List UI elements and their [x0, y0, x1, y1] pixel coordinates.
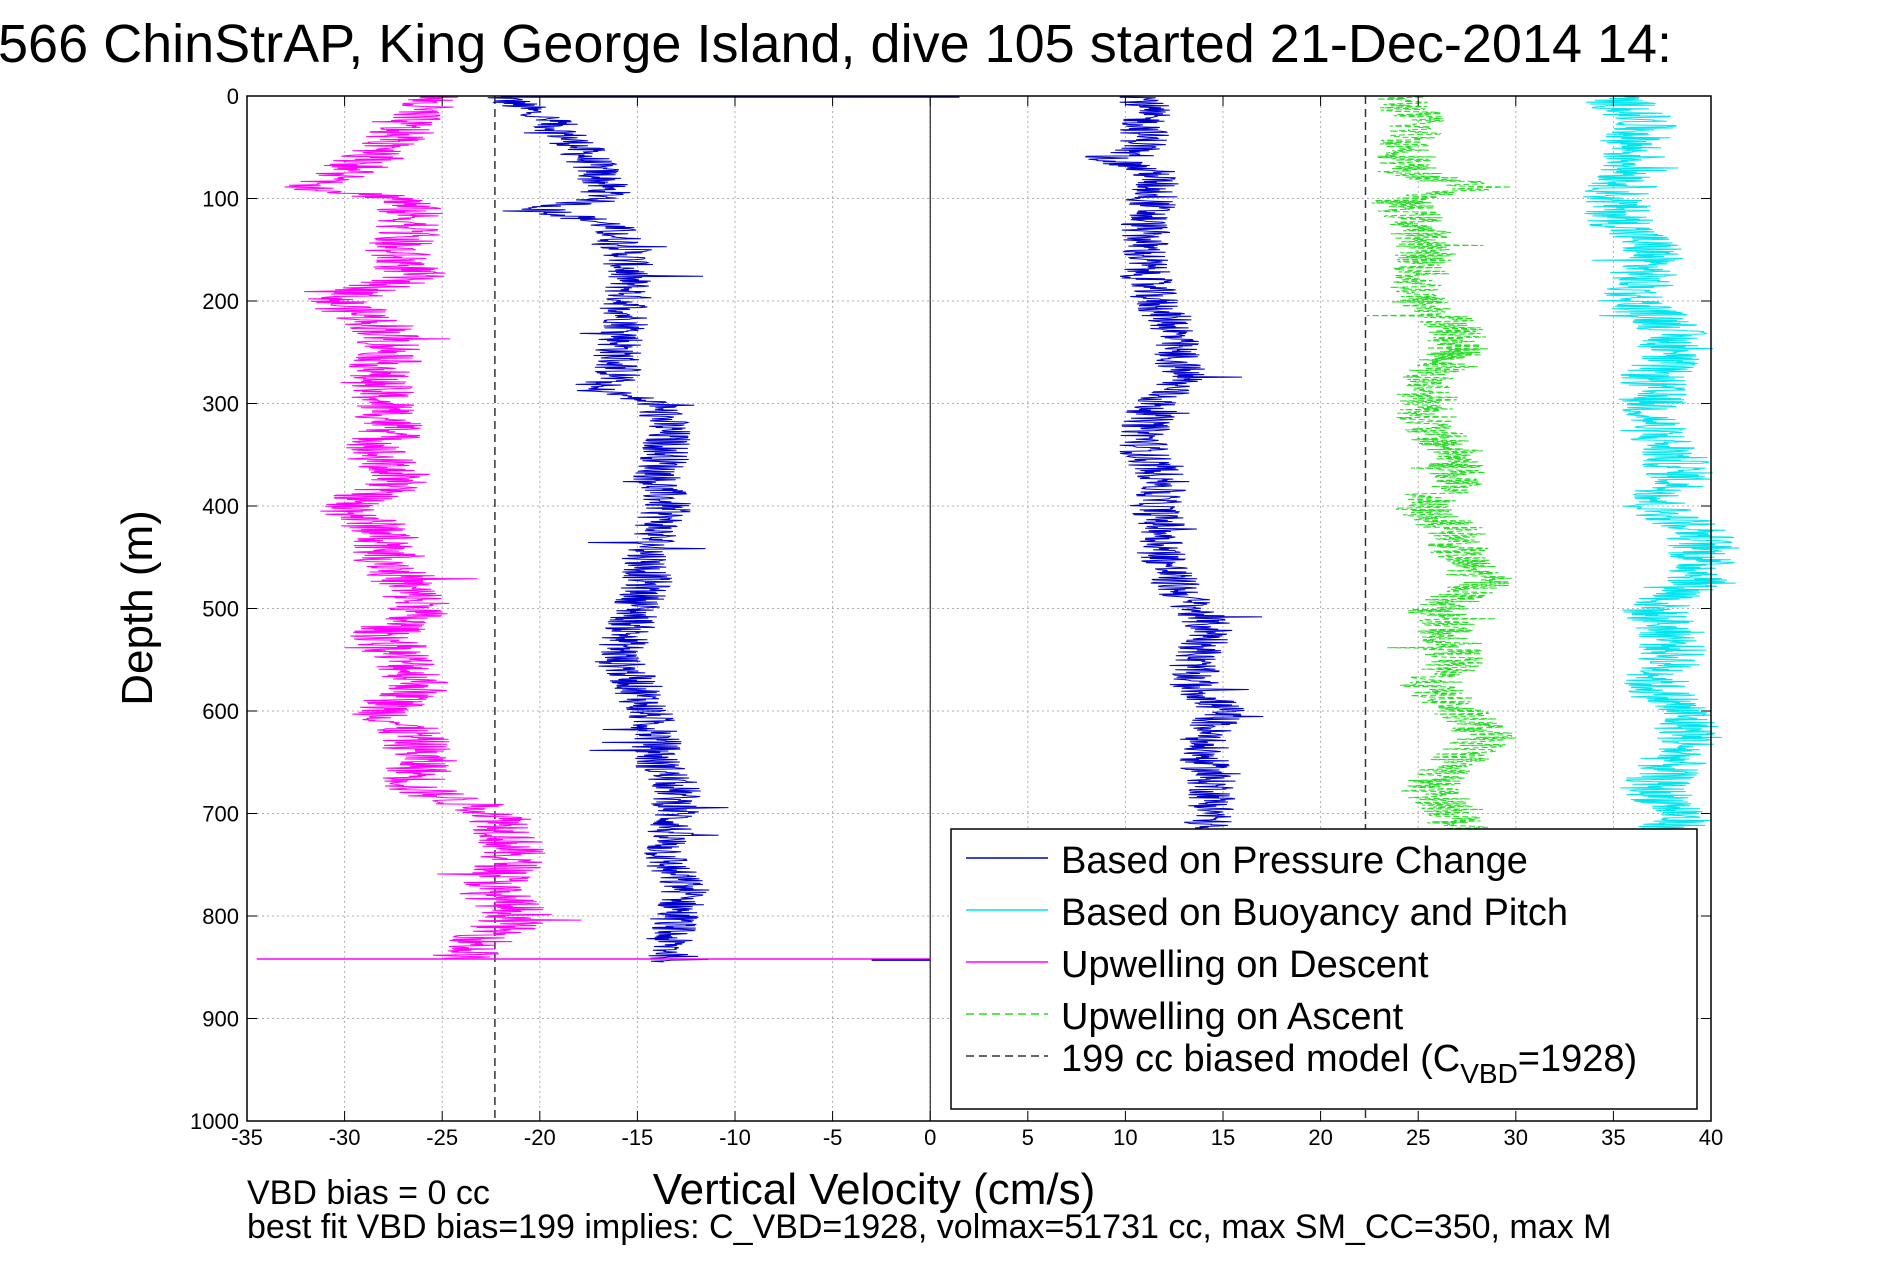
y-tick-label: 100 — [202, 187, 239, 212]
y-tick-label: 500 — [202, 597, 239, 622]
x-tick-label: 20 — [1308, 1125, 1332, 1150]
x-axis-ticks: -35 -30 -25 -20 -15 -10 -5 0 5 10 15 20 25 30 35 40 — [231, 96, 1723, 1150]
y-tick-label: 1000 — [190, 1109, 239, 1134]
series-line-1 — [487, 95, 729, 963]
x-tick-label: 30 — [1504, 1125, 1528, 1150]
x-tick-label: -20 — [524, 1125, 556, 1150]
x-tick-label: -15 — [622, 1125, 654, 1150]
legend-label: Based on Pressure Change — [1061, 840, 1528, 882]
x-tick-label: -10 — [719, 1125, 751, 1150]
y-tick-label: 0 — [227, 84, 239, 109]
x-tick-label: 40 — [1699, 1125, 1723, 1150]
series-layer — [284, 95, 1740, 963]
footer-best-fit: best fit VBD bias=199 implies: C_VBD=192… — [247, 1208, 1611, 1246]
x-tick-label: -35 — [231, 1125, 263, 1150]
series-line-2 — [1085, 95, 1264, 829]
x-axis-label: Vertical Velocity (cm/s) — [653, 1165, 1096, 1214]
y-tick-label: 900 — [202, 1007, 239, 1032]
x-tick-label: 25 — [1406, 1125, 1430, 1150]
x-tick-label: 5 — [1022, 1125, 1034, 1150]
model-lines — [494, 96, 1367, 1121]
y-tick-label: 700 — [202, 802, 239, 827]
surface-bottom-segments — [256, 96, 960, 961]
footer-vbd-bias: VBD bias = 0 cc — [247, 1174, 490, 1212]
y-tick-label: 300 — [202, 392, 239, 417]
y-tick-label: 200 — [202, 289, 239, 314]
y-tick-label: 400 — [202, 494, 239, 519]
chart-title: 566 ChinStrAP, King George Island, dive … — [0, 14, 1672, 74]
legend-label: Based on Buoyancy and Pitch — [1061, 892, 1568, 934]
x-tick-label: -25 — [426, 1125, 458, 1150]
x-tick-label: -30 — [329, 1125, 361, 1150]
legend-label: Upwelling on Descent — [1061, 944, 1429, 986]
legend: Based on Pressure Change Based on Buoyanc… — [950, 828, 1698, 1110]
x-tick-label: 35 — [1601, 1125, 1625, 1150]
x-tick-label: -5 — [823, 1125, 843, 1150]
legend-box — [950, 828, 1698, 1110]
series-line-3 — [1583, 95, 1740, 829]
x-tick-label: 0 — [924, 1125, 936, 1150]
series-line-4 — [284, 95, 582, 960]
series-line-5 — [1366, 95, 1516, 829]
y-axis-label: Depth (m) — [113, 510, 162, 706]
legend-label: Upwelling on Ascent — [1061, 996, 1404, 1038]
y-tick-label: 600 — [202, 699, 239, 724]
x-tick-label: 10 — [1113, 1125, 1137, 1150]
y-axis-ticks: 0 100 200 300 400 500 600 700 800 900 1000 — [190, 84, 1711, 1134]
x-tick-label: 15 — [1211, 1125, 1235, 1150]
y-tick-label: 800 — [202, 904, 239, 929]
